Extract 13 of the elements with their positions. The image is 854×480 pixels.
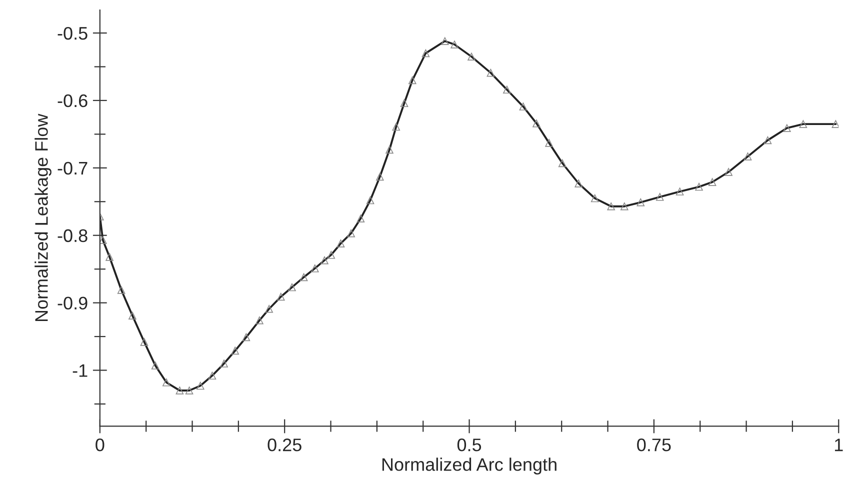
y-tick-label: -1 — [72, 364, 88, 377]
x-tick-label: 0.25 — [268, 438, 302, 452]
x-axis-title: Normalized Arc length — [382, 458, 556, 474]
y-tick-label: -0.5 — [58, 26, 88, 40]
y-tick-label: -0.8 — [58, 229, 88, 242]
x-tick-label: 0.5 — [457, 438, 482, 452]
y-tick-label: -0.6 — [58, 94, 88, 108]
x-tick-label: 0 — [96, 438, 104, 452]
y-tick-label: -0.7 — [58, 162, 88, 175]
x-tick-label: 0.75 — [637, 438, 671, 452]
y-axis-title: Normalized Leakage Flow — [34, 114, 52, 322]
y-tick-label: -0.9 — [58, 296, 88, 310]
x-tick-label: 1 — [834, 438, 843, 452]
